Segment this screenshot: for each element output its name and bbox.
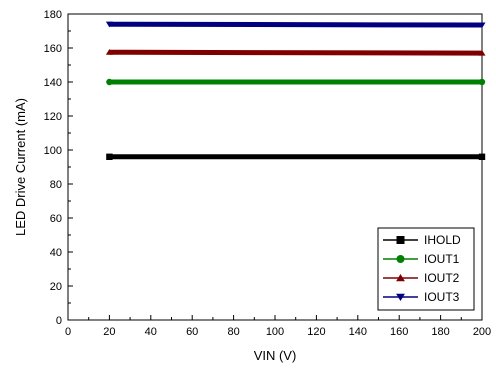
x-tick-label: 180 [431,326,449,338]
x-axis-title: VIN (V) [254,348,297,363]
series-line [109,49,483,56]
y-tick-label: 20 [50,281,62,293]
y-axis: 0 20 40 60 80 100 120 140 160 180 [44,9,73,327]
legend-marker [396,236,405,244]
data-point [478,153,486,160]
data-point [106,153,113,160]
legend-label: IHOLD [424,233,461,247]
series-iout2 [105,49,486,56]
data-point [478,49,486,56]
x-tick-label: 40 [145,326,157,338]
x-tick-label: 60 [186,326,198,338]
y-tick-label: 160 [44,43,62,55]
data-point [105,49,113,55]
legend-label: IOUT1 [424,252,460,266]
y-tick-label: 40 [50,247,62,259]
x-tick-label: 100 [266,326,284,338]
series-iout1 [106,78,486,86]
legend: IHOLD IOUT1 IOUT2 IOUT3 [377,227,475,311]
x-tick-label: 160 [390,326,408,338]
legend-marker [396,255,405,263]
y-tick-label: 60 [50,213,62,225]
x-tick-label: 200 [473,326,491,338]
y-tick-label: 180 [44,9,62,21]
legend-marker [396,293,405,301]
legend-marker [396,274,405,282]
series-ihold [106,153,486,160]
x-tick-label: 140 [349,326,367,338]
series-iout3 [105,21,486,29]
data-point [106,78,113,86]
y-tick-label: 0 [56,315,62,327]
x-tick-label: 0 [65,326,71,338]
data-point [478,78,486,86]
series-layer [105,21,486,160]
y-tick-label: 80 [50,179,62,191]
x-tick-label: 80 [227,326,239,338]
y-tick-label: 120 [44,111,62,123]
x-tick-label: 120 [307,326,325,338]
legend-label: IOUT2 [424,271,460,285]
data-point [478,22,486,29]
legend-label: IOUT3 [424,290,460,304]
data-point [105,21,113,28]
x-tick-label: 20 [103,326,115,338]
y-tick-label: 100 [44,145,62,157]
y-axis-title: LED Drive Current (mA) [13,98,28,236]
series-line [109,21,483,28]
y-tick-label: 140 [44,77,62,89]
x-axis: 0 20 40 60 80 100 120 140 160 180 200 [65,315,491,338]
